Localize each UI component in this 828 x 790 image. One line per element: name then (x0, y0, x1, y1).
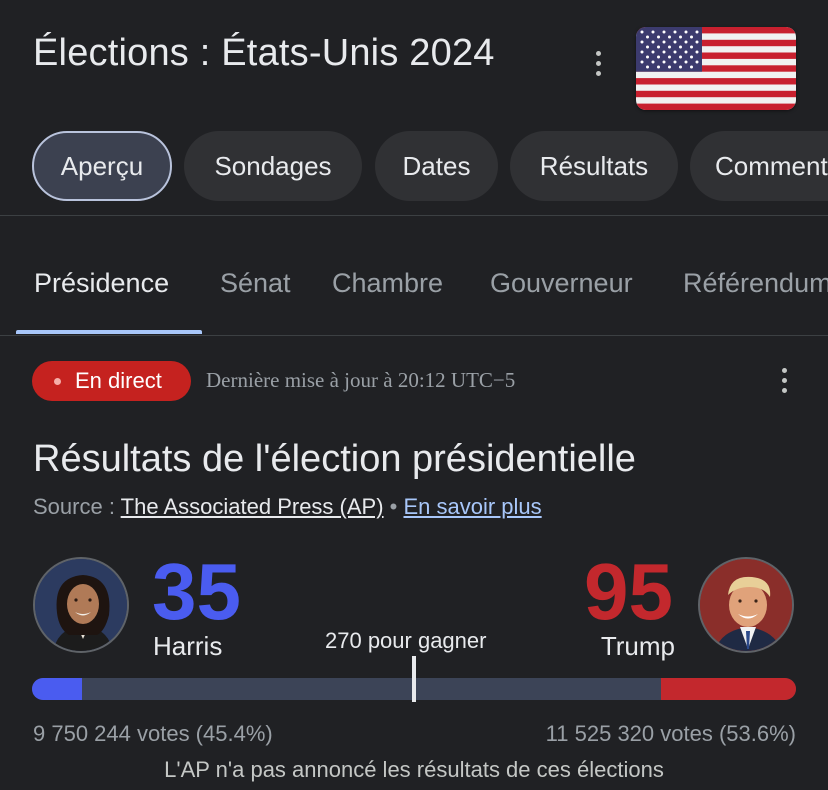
learn-more-link[interactable]: En savoir plus (403, 494, 542, 519)
ap-notice: L'AP n'a pas annoncé les résultats de ce… (164, 757, 664, 782)
live-dot-icon (54, 377, 61, 385)
us-flag-icon (636, 27, 796, 110)
page-title: Élections : États-Unis 2024 (33, 32, 495, 74)
more-options-icon[interactable] (586, 45, 610, 81)
harris-popular-votes: 9 750 244 votes (45.4%) (33, 721, 273, 746)
harris-name[interactable]: Harris (153, 631, 223, 661)
source-line: Source : The Associated Press (AP) • En … (33, 494, 542, 520)
trump-popular-votes: 11 525 320 votes (53.6%) (545, 721, 796, 746)
live-badge: En direct (32, 361, 191, 401)
race-tabs: Présidence Sénat Chambre Gouverneur Réfé… (0, 250, 828, 336)
divider (0, 215, 828, 216)
section-chips: Aperçu Sondages Dates Résultats Commenta… (0, 131, 828, 203)
harris-bar-segment (32, 678, 82, 700)
harris-avatar[interactable] (33, 557, 129, 653)
source-separator: • (383, 494, 404, 519)
active-tab-indicator (16, 330, 202, 334)
trump-bar-segment (661, 678, 796, 700)
chip-commentaires[interactable]: Commentaires (690, 131, 828, 201)
trump-name[interactable]: Trump (600, 631, 675, 661)
last-updated: Dernière mise à jour à 20:12 UTC−5 (206, 368, 516, 392)
chip-apercu[interactable]: Aperçu (32, 131, 172, 201)
header: Élections : États-Unis 2024 (0, 0, 828, 120)
card-more-options-icon[interactable] (772, 362, 796, 398)
tab-chambre[interactable]: Chambre (332, 268, 444, 298)
chip-sondages[interactable]: Sondages (184, 131, 362, 201)
tab-gouverneur[interactable]: Gouverneur (490, 268, 633, 298)
270-marker (412, 656, 416, 702)
tab-presidence[interactable]: Présidence (34, 268, 170, 298)
trump-avatar[interactable] (698, 557, 794, 653)
divider (0, 335, 828, 336)
source-link[interactable]: The Associated Press (AP) (120, 494, 384, 519)
results-title: Résultats de l'élection présidentielle (33, 438, 636, 480)
harris-electoral-votes: 35 (152, 547, 241, 636)
to-win-label: 270 pour gagner (325, 628, 487, 653)
live-label: En direct (75, 368, 162, 393)
chip-dates[interactable]: Dates (375, 131, 498, 201)
tab-senat[interactable]: Sénat (220, 268, 291, 298)
source-prefix: Source : (33, 494, 121, 519)
tab-referendums[interactable]: Référendums (683, 268, 828, 298)
trump-electoral-votes: 95 (584, 547, 673, 636)
chip-resultats[interactable]: Résultats (510, 131, 678, 201)
